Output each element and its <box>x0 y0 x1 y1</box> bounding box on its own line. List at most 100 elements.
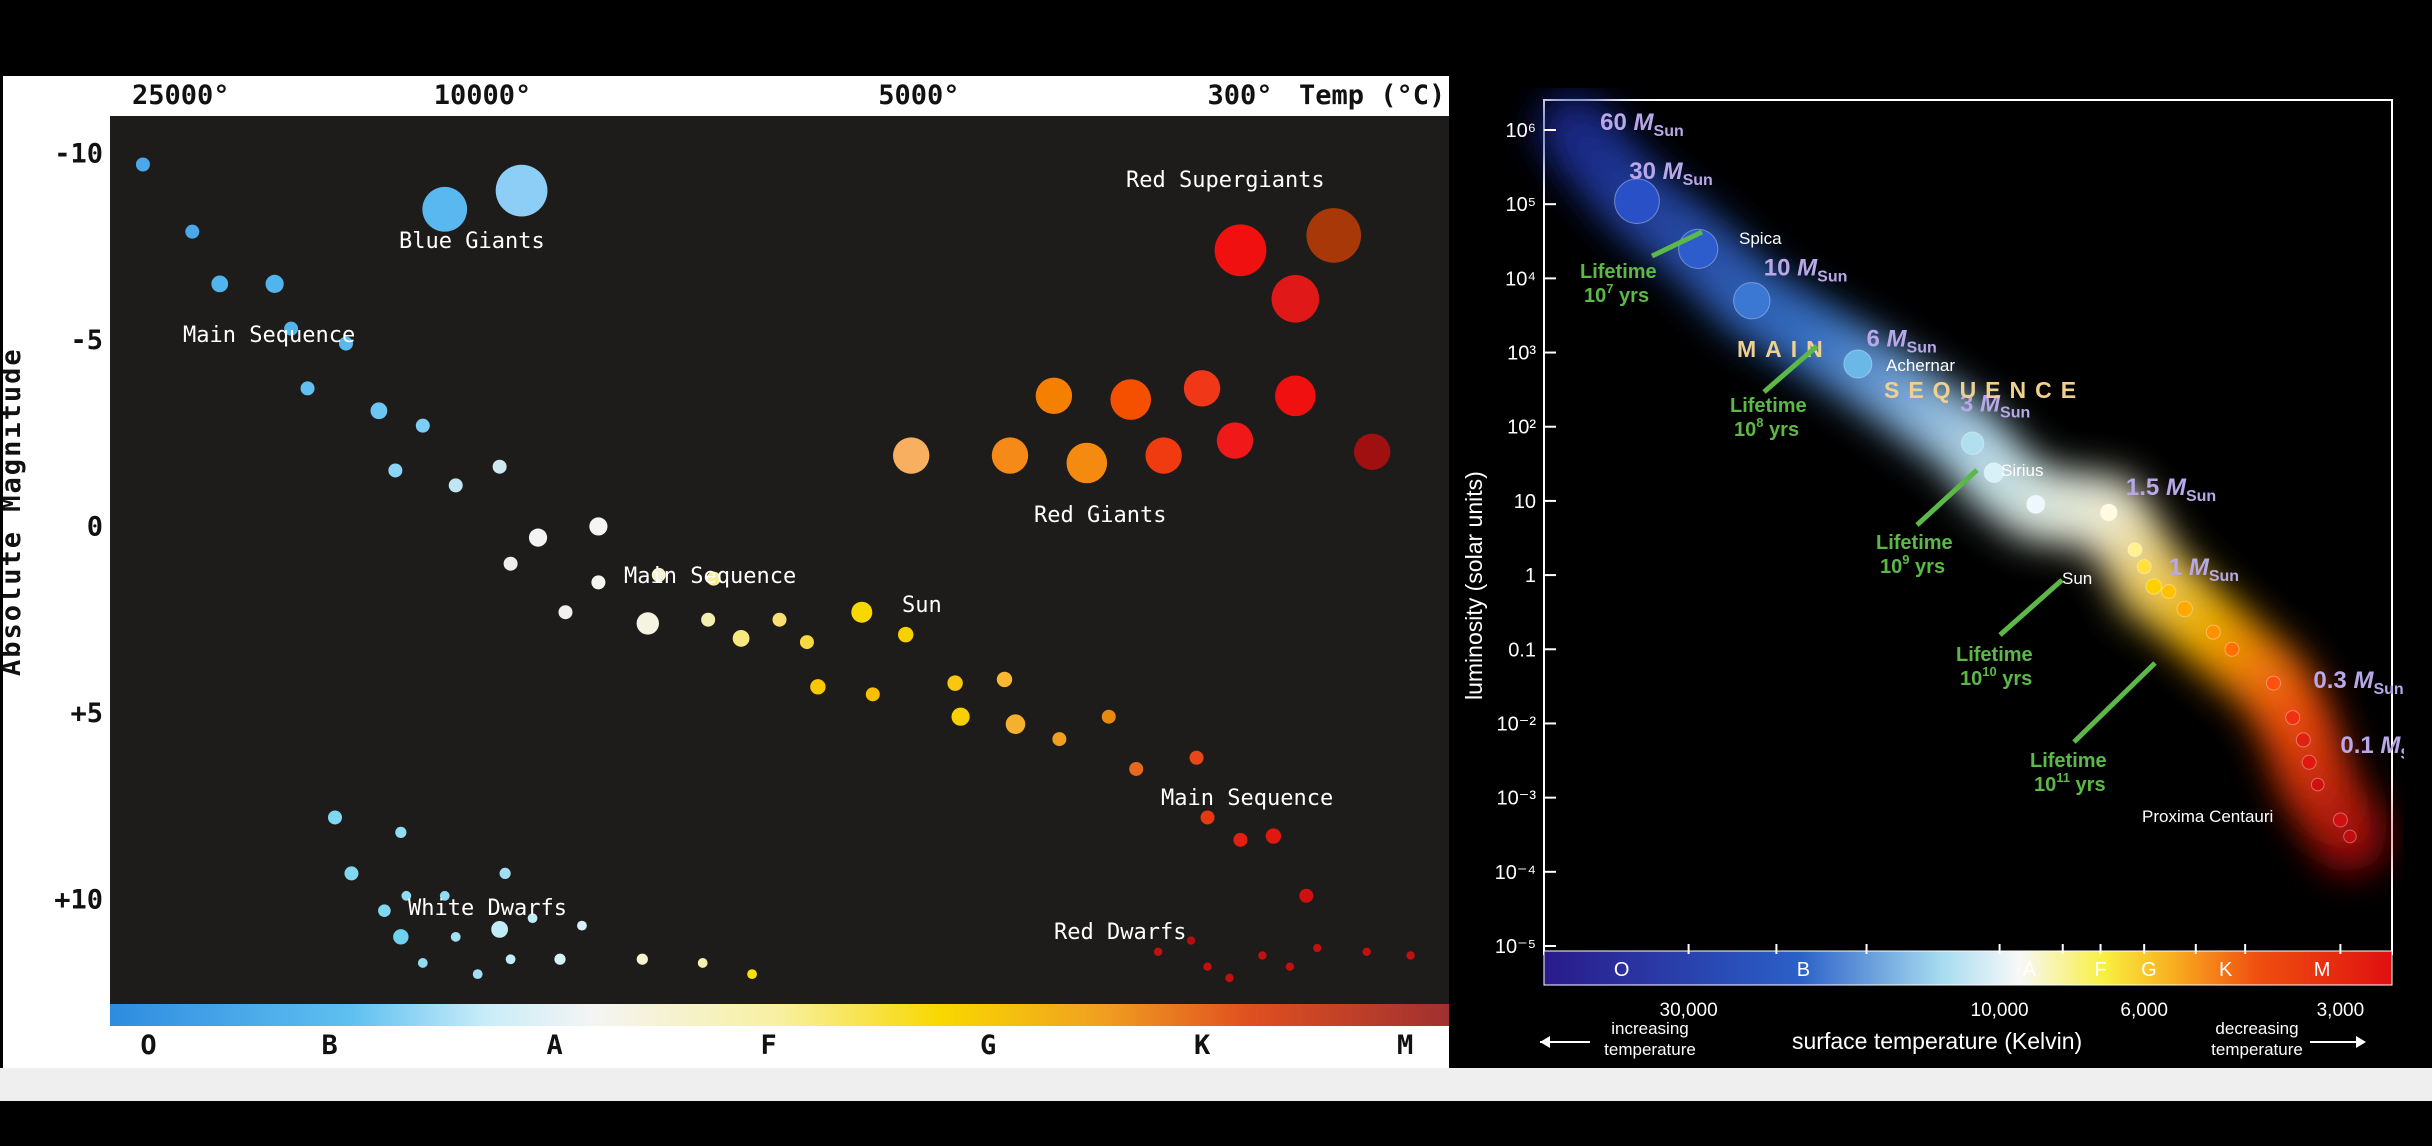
star-point <box>2295 732 2311 748</box>
star-point <box>1733 281 1771 320</box>
top-tick-label: 5000° <box>878 80 959 111</box>
star-point <box>651 567 666 582</box>
mass-label: 1 MSun <box>2169 554 2239 585</box>
region-label-sun: Sun <box>902 593 942 618</box>
mass-value: 1.5 <box>2126 474 2166 501</box>
star-point <box>1275 375 1316 417</box>
mass-label: 60 MSun <box>1600 109 1684 140</box>
lifetime-value: 107 yrs <box>1584 281 1649 307</box>
star-point <box>772 612 787 627</box>
x-tick-label: 3,000 <box>2317 1000 2365 1021</box>
star-point <box>1216 422 1254 459</box>
star-point <box>799 635 814 650</box>
star-point <box>1353 433 1391 470</box>
star-point <box>527 913 538 924</box>
mass-sub: Sun <box>1907 340 1937 357</box>
top-tick-label: 300° <box>1208 80 1273 111</box>
mass-label: 1.5 MSun <box>2126 474 2216 505</box>
star-label-sun: Sun <box>2062 569 2092 588</box>
spectral-class-label: B <box>1797 959 1810 981</box>
star-point <box>732 629 750 647</box>
y-tick-label: 10⁻³ <box>1497 788 1537 810</box>
lifetime-label: Lifetime <box>2030 750 2107 772</box>
star-point <box>393 929 409 945</box>
mass-unit: M <box>1663 158 1684 185</box>
star-point <box>1265 828 1282 844</box>
star-point <box>1225 973 1234 983</box>
star-point <box>401 890 412 901</box>
y-tick-label: 10² <box>1507 417 1536 439</box>
star-point <box>1005 714 1026 734</box>
region-label-blue-giants: Blue Giants <box>399 229 545 254</box>
lifetime-pointer <box>1762 344 1819 394</box>
star-point <box>503 556 518 571</box>
star-point <box>1299 888 1314 903</box>
star-point <box>1203 962 1212 971</box>
star-point <box>2332 812 2348 828</box>
star-point <box>448 478 463 493</box>
y-tick-label: +5 <box>70 698 103 729</box>
star-point <box>1066 442 1108 484</box>
star-point <box>2310 777 2325 792</box>
star-point <box>589 517 608 536</box>
star-point <box>472 969 483 980</box>
bottom-bar <box>0 1101 2432 1146</box>
spectral-class-label: A <box>2023 959 2037 981</box>
star-point <box>2161 584 2177 600</box>
top-bar <box>0 0 2432 76</box>
star-point <box>499 867 511 880</box>
star-point <box>1183 370 1221 407</box>
star-point <box>344 866 359 881</box>
star-point <box>395 826 407 838</box>
mass-sub: Sun <box>2000 405 2030 422</box>
star-point <box>439 890 450 901</box>
mass-label: 30 MSun <box>1629 158 1713 189</box>
y-tick-label: -5 <box>70 325 103 356</box>
spectral-class-label: O <box>1614 959 1630 981</box>
lifetime-pointer <box>1998 578 2064 637</box>
y-tick-label: 10 <box>1514 491 1536 513</box>
y-tick-label: 10⁴ <box>1505 268 1536 290</box>
spectral-class-label: B <box>321 1030 337 1061</box>
star-point <box>1145 437 1182 474</box>
y-tick-label: 10⁶ <box>1506 120 1536 142</box>
mass-value: 60 <box>1600 109 1633 136</box>
mass-label: 10 MSun <box>1764 254 1848 285</box>
y-tick-label: 1 <box>1525 565 1536 587</box>
left-arrow-note: increasing temperature <box>1540 1019 1696 1059</box>
lifetime-label: Lifetime <box>1956 644 2033 666</box>
mass-unit: M <box>1797 254 1818 281</box>
star-point <box>491 920 509 938</box>
lifetime-value: 108 yrs <box>1734 415 1799 441</box>
star-point <box>388 463 403 478</box>
star-point <box>636 953 648 965</box>
star-label-proxima-centauri: Proxima Centauri <box>2142 807 2273 826</box>
mass-sub: Sun <box>2400 746 2404 763</box>
star-point <box>2343 829 2357 844</box>
lifetime-label: Lifetime <box>1876 532 1953 554</box>
spectral-class-label: G <box>980 1030 996 1061</box>
star-point <box>1271 275 1320 323</box>
star-point <box>1313 943 1322 953</box>
spectral-class-label: M <box>2314 959 2331 981</box>
y-tick-label: 10⁵ <box>1505 194 1536 216</box>
mass-value: 0.3 <box>2313 667 2353 694</box>
right-note-line1: decreasing <box>2215 1019 2298 1038</box>
y-tick-label: 10⁻⁴ <box>1495 862 1536 884</box>
spectral-class-label: K <box>2219 959 2233 981</box>
mass-label: 0.3 MSun <box>2313 667 2403 698</box>
star-point <box>2265 675 2281 691</box>
star-label-achernar: Achernar <box>1886 356 1955 375</box>
spectral-class-label: F <box>2094 959 2106 981</box>
star-point <box>1052 732 1067 747</box>
star-point <box>1406 951 1415 960</box>
spectral-class-label: A <box>546 1030 562 1061</box>
mass-unit: M <box>2166 474 2187 501</box>
mass-sub: Sun <box>1817 268 1847 285</box>
star-point <box>2136 559 2152 575</box>
y-tick-label: 10³ <box>1507 343 1536 365</box>
mass-value: 30 <box>1629 158 1662 185</box>
mass-unit: M <box>1634 109 1655 136</box>
star-point <box>951 707 970 726</box>
mass-value: 10 <box>1764 254 1797 281</box>
